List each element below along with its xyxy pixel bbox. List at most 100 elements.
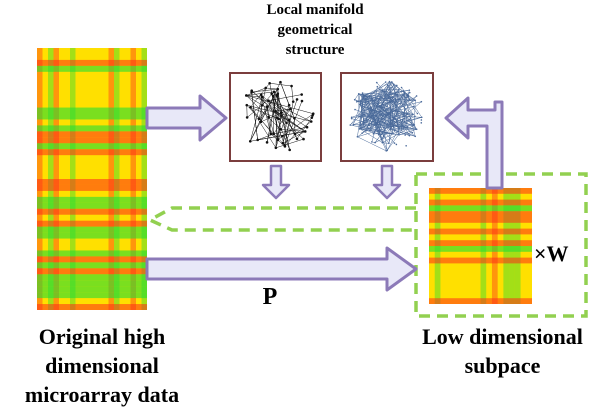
dense-graph-node	[365, 130, 367, 132]
dense-graph-node	[381, 89, 384, 92]
dense-graph-node	[363, 99, 366, 101]
dense-graph-node	[408, 134, 411, 137]
dense-graph-node	[406, 125, 409, 128]
dense-graph-node	[380, 118, 383, 120]
dense-graph-node	[408, 91, 411, 94]
dense-graph-edge	[384, 94, 398, 131]
dense-graph-node	[389, 128, 392, 130]
dense-graph-node	[413, 124, 416, 126]
sparse-graph-edge	[250, 107, 277, 148]
dense-graph-node	[349, 124, 352, 126]
dense-graph-node	[361, 92, 364, 94]
dense-graph-edge	[351, 114, 414, 118]
dense-graph-node	[392, 122, 394, 124]
sparse-graph-node	[276, 87, 280, 91]
sparse-graph-node	[272, 94, 275, 98]
dense-graph-node	[406, 94, 408, 96]
heatmap-left-band	[37, 292, 147, 299]
heatmap-left-band	[37, 143, 147, 150]
dense-graph-node	[420, 122, 423, 124]
sparse-graph-node	[279, 80, 282, 84]
sparse-graph-edge	[282, 131, 306, 144]
dense-graph-edge	[398, 132, 413, 136]
heatmap-left-band	[37, 232, 147, 239]
sparse-graph-edge	[246, 95, 263, 98]
dense-graph-edge	[359, 128, 382, 135]
dense-graph-node	[383, 121, 386, 124]
sparse-graph-node	[265, 105, 269, 108]
dense-graph-edge	[356, 90, 385, 103]
dense-graph-node	[371, 141, 373, 143]
dense-graph-node	[386, 105, 388, 108]
heatmap-right-band	[429, 205, 532, 212]
dense-graph-edge	[368, 94, 408, 102]
sparse-graph-node	[290, 84, 293, 88]
dense-graph-node	[407, 95, 410, 98]
dense-graph-node	[380, 104, 383, 107]
dense-graph-node	[383, 135, 385, 138]
dense-graph-edge	[363, 95, 386, 131]
dense-graph-node	[352, 123, 355, 126]
dense-graph-node	[396, 113, 398, 116]
dense-graph-node	[403, 115, 406, 118]
dense-graph-edge	[354, 93, 359, 100]
heatmap-left-band	[37, 256, 147, 263]
dense-graph-node	[372, 116, 375, 119]
dense-graph-edge	[359, 90, 383, 105]
sparse-graph-node	[295, 137, 299, 141]
dense-graph-edge	[404, 92, 410, 100]
projection-arrow	[145, 246, 418, 292]
sparse-graph-node	[283, 144, 287, 147]
dense-graph-node	[377, 133, 380, 136]
dense-graph-node	[350, 116, 353, 119]
dense-graph-node	[405, 122, 408, 125]
dense-graph-edge	[378, 94, 396, 99]
sparse-graph-node	[274, 146, 278, 150]
dense-graph-node	[388, 142, 390, 145]
dense-graph-node	[394, 97, 397, 100]
dense-graph-node	[401, 119, 404, 121]
dense-graph-edge	[368, 106, 414, 118]
sparse-graph-edge	[266, 106, 274, 135]
heatmap-left-band	[37, 268, 147, 275]
dense-graph-node	[370, 122, 373, 124]
dense-graph-edge	[359, 112, 408, 130]
dense-graph-node	[411, 131, 414, 134]
dense-graph-node	[381, 96, 383, 98]
dense-graph-node	[391, 110, 394, 113]
sparse-graph-node	[300, 93, 303, 96]
sparse-graph-node	[303, 130, 307, 133]
sparse-graph-edge	[261, 94, 282, 113]
sparse-graph-node	[305, 125, 309, 129]
heatmap-right-band	[429, 211, 532, 217]
heatmap-left-band	[37, 226, 147, 233]
dense-graph-node	[384, 81, 387, 83]
sparse-graph-node	[293, 132, 297, 136]
dense-graph-node	[390, 86, 392, 89]
sparse-graph-node	[260, 95, 264, 99]
dense-graph-node	[364, 98, 367, 101]
dense-graph-node	[356, 136, 359, 138]
heatmap-right-band	[429, 199, 532, 206]
dense-graph-node	[396, 93, 399, 96]
dense-graph-node	[396, 105, 398, 107]
dense-graph-node	[407, 113, 409, 115]
heatmap-right-band	[429, 228, 532, 235]
dense-graph-node	[363, 119, 365, 122]
dense-graph-node	[420, 119, 423, 121]
dense-graph-edge	[369, 117, 374, 131]
sparse-graph-edge	[294, 118, 296, 135]
dense-graph-node	[358, 115, 360, 118]
sparse-graph-edge	[281, 115, 290, 150]
sparse-graph-edge	[278, 118, 296, 135]
sparse-graph-edge	[276, 117, 290, 150]
feedback-dashed-path	[146, 206, 416, 232]
heatmap-left-band	[37, 202, 147, 209]
dense-graph-node	[375, 105, 378, 108]
heatmap-left-band	[37, 125, 147, 132]
sparse-graph-node	[279, 128, 282, 131]
dense-graph-node	[415, 128, 418, 131]
sparse-graph-edge	[273, 126, 308, 135]
dense-graph-edge	[359, 98, 396, 130]
